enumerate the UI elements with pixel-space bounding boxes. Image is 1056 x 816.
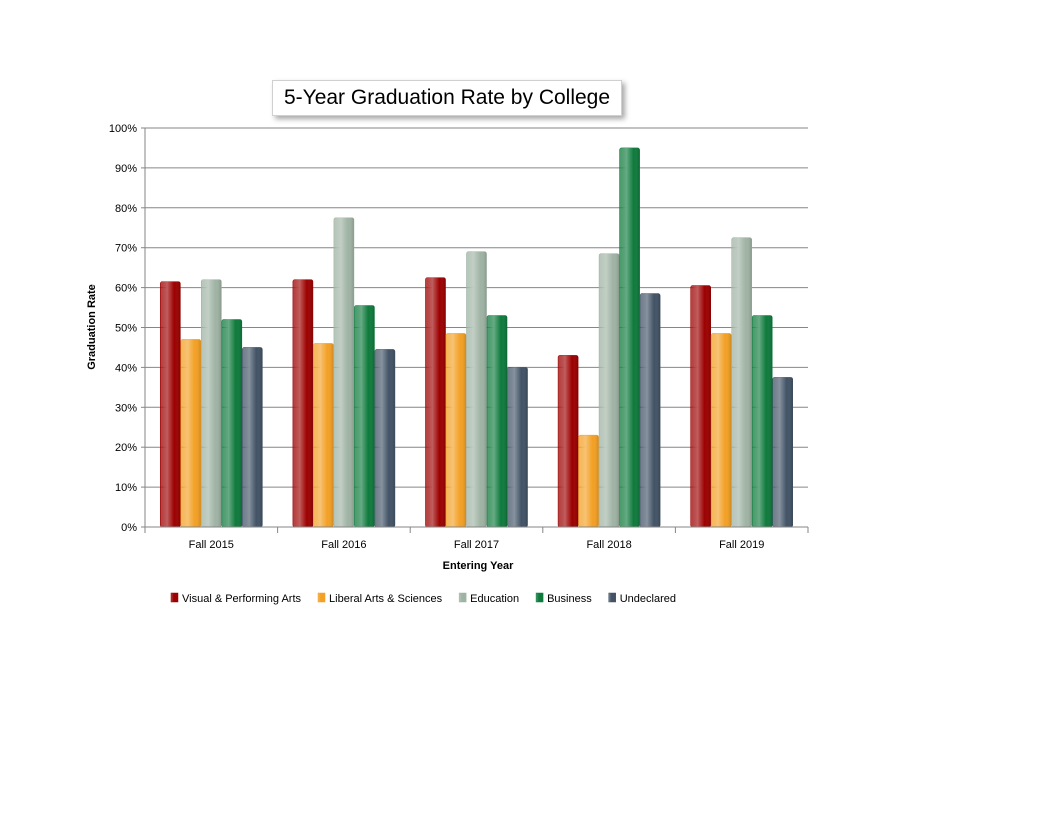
x-tick-label: Fall 2017 — [454, 539, 499, 551]
bar-sheen — [711, 333, 732, 527]
axes: 0% 10% 20% 30% 40% 50% 60% 70% 80% 90% 100% Fall 20… — [109, 123, 809, 551]
y-axis-label: Graduation Rate — [86, 284, 98, 370]
bar-sheen — [292, 279, 313, 527]
legend-label: Visual & Performing Arts — [182, 593, 302, 605]
bar-sheen — [640, 293, 661, 527]
y-tick-label: 100% — [109, 123, 137, 135]
bar-sheen — [160, 281, 181, 527]
bar-sheen — [333, 217, 354, 527]
legend-label: Education — [470, 593, 519, 605]
bar-sheen — [599, 253, 620, 527]
bar-sheen — [354, 305, 375, 527]
bar-sheen — [690, 285, 711, 527]
bar-sheen — [772, 377, 793, 527]
bar-sheen — [507, 367, 528, 527]
y-tick-label: 40% — [115, 362, 137, 374]
legend-label: Liberal Arts & Sciences — [329, 593, 443, 605]
y-tick-label: 50% — [115, 323, 137, 335]
legend-swatch — [608, 592, 616, 603]
x-tick-label: Fall 2015 — [189, 539, 234, 551]
legend-swatch — [170, 592, 179, 603]
bar-sheen — [466, 251, 487, 527]
legend-swatch — [317, 592, 326, 603]
chart-title: 5-Year Graduation Rate by College — [272, 80, 622, 116]
x-axis-label: Entering Year — [443, 560, 514, 572]
bar-sheen — [374, 349, 395, 527]
bar-sheen — [201, 279, 222, 527]
legend-swatch — [458, 592, 467, 603]
bars — [160, 147, 794, 528]
x-tick-label: Fall 2019 — [719, 539, 764, 551]
bar-sheen — [619, 147, 640, 527]
y-tick-label: 90% — [115, 163, 137, 175]
legend: Visual & Performing Arts Liberal Arts & S… — [170, 592, 676, 605]
bar-sheen — [313, 343, 334, 527]
bar-sheen — [180, 339, 201, 527]
x-tick-label: Fall 2016 — [321, 539, 366, 551]
bar-sheen — [221, 319, 242, 527]
y-tick-label: 60% — [115, 283, 137, 295]
y-tick-label: 30% — [115, 402, 137, 414]
bar-sheen — [578, 435, 599, 527]
legend-swatch — [535, 592, 544, 603]
legend-label: Undeclared — [620, 593, 676, 605]
y-tick-label: 80% — [115, 203, 137, 215]
bar-sheen — [446, 333, 466, 527]
bar-sheen — [425, 277, 446, 527]
bar-sheen — [752, 315, 773, 527]
x-tick-label: Fall 2018 — [586, 539, 631, 551]
bar-sheen — [558, 355, 579, 527]
bar-sheen — [487, 315, 507, 527]
y-tick-label: 10% — [115, 482, 137, 494]
bar-sheen — [731, 237, 752, 527]
y-tick-label: 70% — [115, 243, 137, 255]
y-tick-label: 20% — [115, 442, 137, 454]
y-tick-label: 0% — [121, 522, 137, 534]
bar-sheen — [242, 347, 263, 527]
legend-label: Business — [547, 593, 592, 605]
